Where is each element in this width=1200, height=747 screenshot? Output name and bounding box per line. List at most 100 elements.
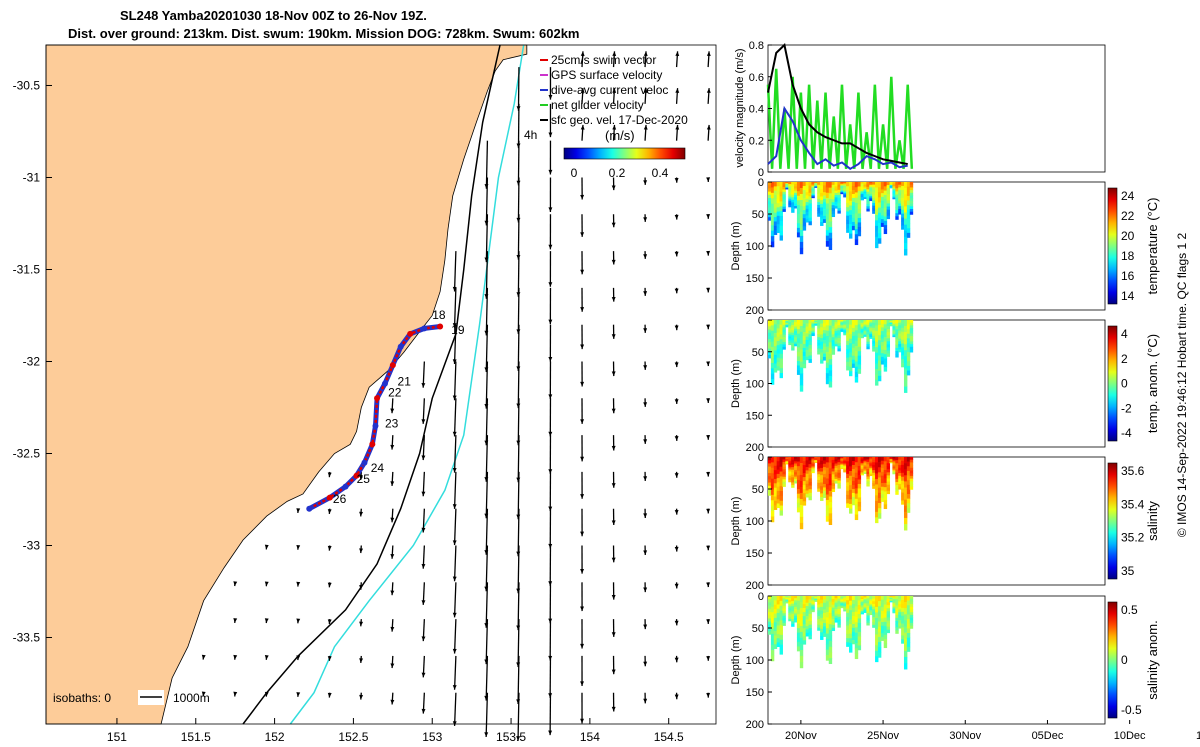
section-cell — [906, 609, 911, 615]
section-cell — [909, 625, 914, 629]
section-cell — [875, 225, 879, 232]
section-cell — [886, 484, 891, 488]
velocity-vector — [453, 435, 457, 473]
section-cell — [802, 640, 807, 645]
section-cell — [898, 192, 902, 196]
section-cell — [822, 350, 827, 354]
section-cell — [768, 345, 772, 349]
section-cell — [822, 340, 827, 344]
section-cell — [889, 460, 893, 462]
map-ytick-label: -31 — [23, 170, 41, 184]
section-cell — [840, 603, 844, 606]
section-cell — [799, 480, 804, 488]
section-cell — [854, 606, 859, 613]
section-cell — [831, 325, 836, 329]
section-cell — [843, 324, 847, 327]
section-cell — [880, 490, 885, 495]
section-cell — [768, 457, 772, 461]
section-cell — [770, 500, 775, 507]
section-cell — [866, 598, 870, 602]
section-cell — [889, 186, 893, 188]
map-ytick-label: -32 — [23, 354, 41, 368]
section-cell — [779, 196, 783, 202]
section-cell — [773, 363, 778, 369]
section-cell — [791, 330, 795, 333]
section-cell — [857, 190, 862, 196]
section-cell — [877, 207, 882, 214]
section-cell — [820, 221, 824, 226]
section-cell — [831, 627, 836, 632]
section-cell — [802, 636, 807, 641]
section-cell — [788, 608, 792, 611]
section-cell — [768, 479, 772, 483]
section-cell — [779, 191, 783, 197]
section-cell — [782, 334, 786, 338]
section-cell — [791, 457, 795, 460]
section-cell — [883, 207, 888, 213]
section-cell — [872, 322, 876, 326]
section-cell — [869, 329, 873, 332]
velocity-arrowhead — [327, 656, 332, 661]
section-cell — [825, 478, 830, 485]
section-cell — [776, 465, 781, 470]
section-cell — [814, 457, 818, 459]
temperature-colorbar-label: temperature (°C) — [1145, 198, 1160, 295]
section-cell — [785, 457, 789, 459]
section-cell — [843, 183, 847, 185]
section-cell — [903, 212, 908, 219]
section-cell — [776, 486, 781, 492]
section-cell — [892, 327, 896, 329]
section-cell — [770, 362, 775, 369]
section-cell — [785, 185, 789, 187]
velocity-arrowhead — [452, 323, 457, 328]
section-cell — [883, 495, 888, 501]
section-cell — [785, 598, 789, 600]
section-cell — [776, 194, 781, 200]
section-cell — [869, 188, 873, 191]
velocity-vector — [453, 471, 457, 509]
section-cell — [796, 223, 801, 229]
velocity-arrowhead — [580, 269, 585, 275]
section-cell — [794, 324, 798, 327]
section-cell — [863, 320, 867, 322]
velocity-arrowhead — [643, 402, 648, 407]
temp-anomaly-section-cells — [768, 320, 914, 393]
section-cell — [770, 192, 775, 199]
section-cell — [834, 598, 838, 601]
section-cell — [808, 203, 812, 208]
velocity-arrowhead — [264, 618, 269, 624]
section-cell — [883, 617, 888, 623]
section-cell — [796, 493, 801, 499]
section-cell — [846, 473, 850, 479]
velocity-arrowhead — [643, 550, 648, 556]
section-cell — [909, 195, 914, 199]
section-cell — [883, 194, 888, 200]
section-cell — [875, 457, 879, 463]
velocity-arrowhead — [643, 88, 648, 93]
time-xtick-label: 25Nov — [867, 730, 899, 742]
section-cell — [782, 320, 786, 323]
section-cell — [877, 217, 882, 224]
section-cell — [796, 502, 801, 508]
section-cell — [794, 201, 798, 205]
velocity-arrowhead — [643, 698, 648, 704]
section-cell — [846, 621, 850, 626]
section-cell — [869, 599, 873, 602]
section-cell — [794, 199, 798, 202]
legend-entry: dive-avg current veloc — [551, 83, 668, 97]
section-cell — [875, 347, 879, 353]
map-frame — [45, 44, 717, 725]
section-cell — [802, 485, 807, 490]
section-cell — [799, 211, 804, 219]
section-cell — [817, 351, 821, 355]
velocity-arrowhead — [327, 472, 332, 478]
section-cell — [875, 634, 879, 641]
section-cell — [796, 609, 801, 615]
section-cell — [895, 320, 899, 324]
section-cell — [820, 493, 824, 498]
velocity-arrowhead — [611, 297, 616, 302]
section-cell — [811, 602, 815, 605]
section-cell — [805, 346, 810, 351]
section-cell — [796, 623, 801, 629]
section-cell — [909, 606, 914, 610]
